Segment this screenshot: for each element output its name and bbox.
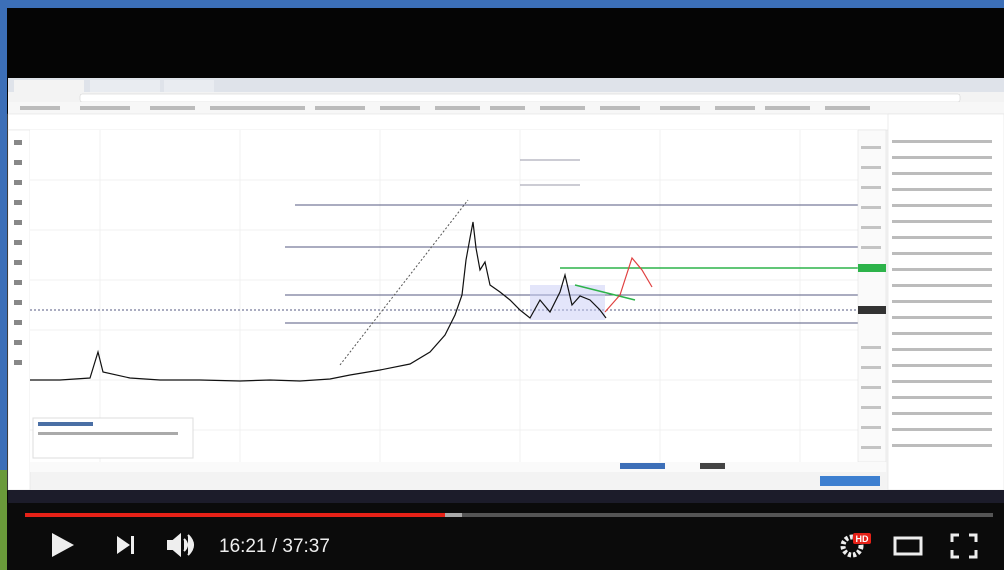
time-marker (700, 463, 725, 469)
desktop-background (0, 470, 8, 570)
tab[interactable] (164, 80, 214, 92)
hd-label: HD (856, 534, 869, 544)
time-axis (30, 462, 886, 472)
tab[interactable] (90, 80, 160, 92)
played-bar (25, 513, 445, 517)
video-player: 16:21 / 37:37 HD (0, 0, 1004, 570)
price-marker (858, 306, 886, 314)
tab[interactable] (14, 80, 84, 92)
taskbar (8, 490, 1004, 503)
trade-button[interactable] (820, 476, 880, 486)
address-bar[interactable] (80, 94, 960, 102)
price-axis (858, 130, 886, 462)
chart-toolbar (8, 114, 1004, 130)
time-display: 16:21 / 37:37 (219, 536, 330, 557)
price-marker (858, 264, 886, 272)
page: {"player": {"time": "16:21 / 37:37", "qu… (0, 0, 1004, 570)
browser-window (8, 78, 1004, 490)
popup-text (38, 432, 178, 435)
popup-heading (38, 422, 93, 426)
time-marker (620, 463, 665, 469)
